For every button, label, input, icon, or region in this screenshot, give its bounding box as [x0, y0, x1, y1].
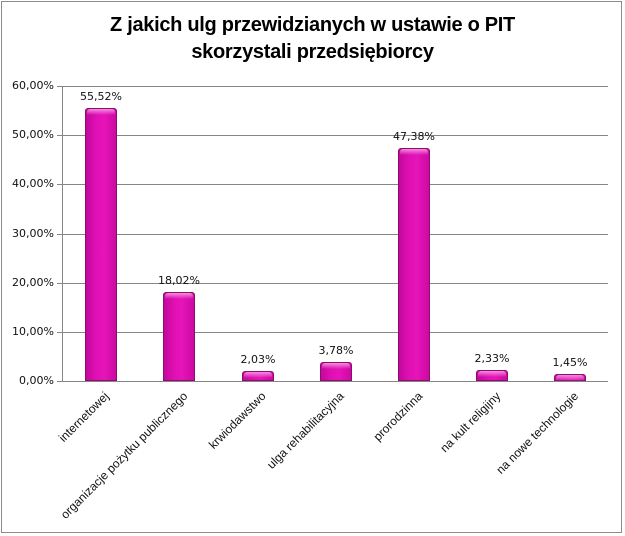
bar — [85, 108, 117, 381]
chart-title-line-1: Z jakich ulg przewidzianych w ustawie o … — [110, 14, 515, 36]
data-label: 2,03% — [240, 353, 276, 366]
gridline — [57, 283, 608, 284]
gridline — [57, 381, 608, 382]
gridline — [57, 234, 608, 235]
gridline — [57, 332, 608, 333]
data-label: 2,33% — [474, 352, 510, 365]
y-tick-label: 50,00% — [12, 128, 54, 141]
data-label: 18,02% — [158, 274, 200, 287]
bar — [163, 292, 195, 381]
data-label: 55,52% — [80, 90, 122, 103]
gridline — [57, 135, 608, 136]
data-label: 3,78% — [318, 344, 354, 357]
bar — [320, 362, 352, 381]
y-tick-label: 40,00% — [12, 177, 54, 190]
chart-title-line-2: skorzystali przedsiębiorcy — [191, 41, 434, 63]
bar — [242, 371, 274, 381]
chart-title: Z jakich ulg przewidzianych w ustawie o … — [0, 12, 625, 66]
data-label: 1,45% — [552, 356, 588, 369]
y-tick-label: 30,00% — [12, 227, 54, 240]
gridline — [57, 86, 608, 87]
y-tick-label: 20,00% — [12, 276, 54, 289]
bar — [476, 370, 508, 381]
y-tick-label: 0,00% — [19, 374, 54, 387]
bar — [554, 374, 586, 381]
y-tick-label: 10,00% — [12, 325, 54, 338]
gridline — [57, 184, 608, 185]
y-tick-label: 60,00% — [12, 79, 54, 92]
data-label: 47,38% — [393, 130, 435, 143]
bar — [398, 148, 430, 381]
